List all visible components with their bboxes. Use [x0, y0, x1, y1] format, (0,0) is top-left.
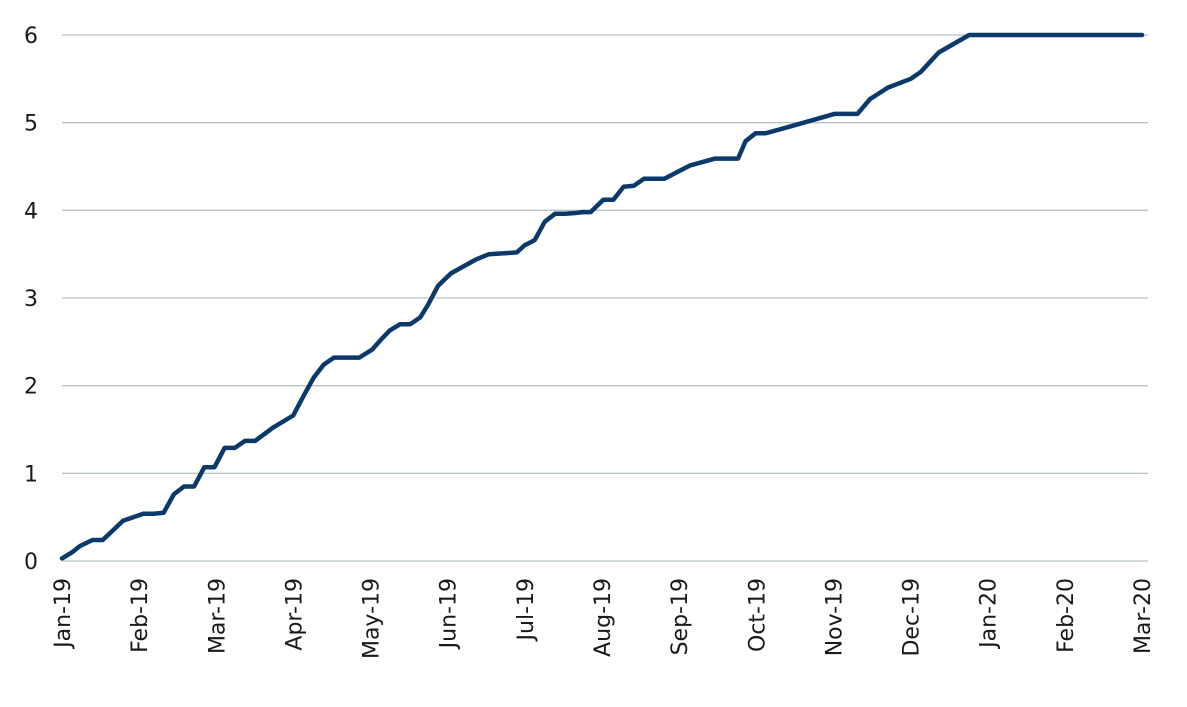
y-tick-label: 6: [24, 24, 38, 49]
x-tick-label: Aug-19: [591, 578, 616, 657]
y-tick-label: 1: [24, 462, 38, 487]
x-tick-label: May-19: [360, 578, 385, 659]
x-tick-label: Mar-19: [205, 578, 230, 654]
x-axis-ticks: Jan-19 Feb-19 Mar-19 Apr-19 May-19 Jun-19 Jul-…: [51, 578, 1156, 659]
x-tick-label: Apr-19: [282, 578, 307, 651]
y-axis-ticks: 0 1 2 3 4 5 6: [24, 24, 38, 575]
y-tick-label: 3: [24, 287, 38, 312]
x-tick-label: Jan-20: [977, 578, 1002, 650]
x-tick-label: Sep-19: [668, 578, 693, 655]
y-tick-label: 0: [24, 550, 38, 575]
x-tick-label: Jul-19: [514, 578, 539, 642]
y-tick-label: 5: [24, 112, 38, 137]
x-tick-label: Feb-19: [128, 578, 153, 653]
x-tick-label: Nov-19: [822, 578, 847, 656]
x-tick-label: Dec-19: [900, 578, 925, 657]
series-line: [59, 32, 1145, 561]
y-tick-label: 4: [24, 199, 38, 224]
x-tick-label: Feb-20: [1054, 578, 1079, 653]
y-tick-label: 2: [24, 375, 38, 400]
gridlines: [62, 34, 1148, 562]
x-tick-label: Mar-20: [1131, 578, 1156, 654]
x-tick-label: Jan-19: [51, 578, 76, 650]
x-tick-label: Oct-19: [745, 578, 770, 652]
x-tick-label: Jun-19: [437, 578, 462, 650]
